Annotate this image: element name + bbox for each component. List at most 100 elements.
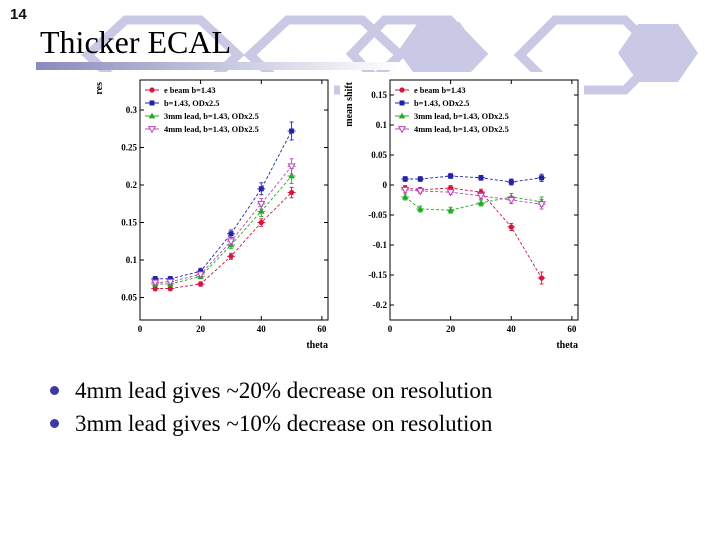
y-axis: -0.2 -0.15 -0.1 -0.05 0 0.05 0.1 0.15 mean shift	[344, 81, 578, 310]
data-point	[401, 186, 410, 195]
legend-entry: 4mm lead, b=1.43, ODx2.5	[145, 125, 259, 134]
data-point	[417, 176, 423, 182]
svg-text:-0.15: -0.15	[368, 270, 387, 280]
data-point	[508, 224, 514, 230]
svg-text:-0.1: -0.1	[373, 240, 388, 250]
data-point	[289, 189, 295, 196]
data-point	[539, 275, 545, 281]
svg-text:0.05: 0.05	[371, 150, 387, 160]
data-point	[288, 172, 295, 179]
data-point	[198, 281, 204, 287]
svg-text:20: 20	[446, 324, 456, 334]
page-number: 14	[10, 6, 27, 23]
data-point	[289, 128, 295, 134]
hexagon-outline-icon	[513, 15, 667, 95]
data-point	[152, 276, 158, 282]
legend-entry: b=1.43, ODx2.5	[145, 99, 220, 108]
chart-canvas: -0.2 -0.15 -0.1 -0.05 0 0.05 0.1 0.15 mean shift…	[340, 72, 584, 354]
data-point	[287, 163, 296, 171]
data-point	[198, 268, 204, 274]
series-4mm-lead-b-1-43-odx2-5	[151, 158, 296, 287]
svg-text:0.25: 0.25	[121, 143, 137, 153]
svg-text:0.15: 0.15	[371, 90, 387, 100]
svg-text:0.15: 0.15	[121, 218, 137, 228]
data-point	[257, 200, 266, 209]
data-point	[151, 279, 160, 287]
data-point	[228, 231, 234, 237]
svg-text:e beam b=1.43: e beam b=1.43	[164, 86, 216, 95]
bullet-item: 4mm lead gives ~20% decrease on resoluti…	[50, 374, 492, 407]
svg-text:40: 40	[257, 324, 267, 334]
bullet-text: 4mm lead gives ~20% decrease on resoluti…	[75, 377, 493, 403]
data-point	[476, 192, 486, 201]
legend-entry: 4mm lead, b=1.43, ODx2.5	[395, 125, 509, 134]
data-point	[149, 100, 155, 106]
plot-frame	[389, 79, 579, 321]
data-point	[508, 179, 514, 185]
data-point	[152, 285, 158, 292]
data-point	[416, 188, 425, 196]
x-axis-title: theta	[556, 340, 578, 351]
svg-text:20: 20	[196, 324, 206, 334]
legend-entry: e beam b=1.43	[145, 86, 216, 95]
y-axis-title: res	[94, 82, 105, 95]
data-point	[478, 175, 484, 181]
legend-entry: 3mm lead, b=1.43, ODx2.5	[395, 112, 509, 121]
y-axis: 0.05 0.1 0.15 0.2 0.25 0.3 res	[94, 82, 328, 303]
x-axis: 0 20 40 60 theta	[388, 80, 578, 351]
svg-text:0.05: 0.05	[121, 293, 137, 303]
hexagon-decorations	[81, 15, 698, 95]
data-point	[166, 278, 175, 287]
series-4mm-lead-b-1-43-odx2-5	[401, 186, 546, 210]
page-title: Thicker ECAL	[40, 24, 232, 60]
data-point	[228, 253, 234, 259]
svg-text:60: 60	[567, 324, 577, 334]
legend-entry: e beam b=1.43	[395, 86, 466, 95]
data-point	[167, 285, 173, 292]
data-point	[226, 238, 236, 246]
data-point	[417, 205, 424, 212]
svg-text:0: 0	[383, 180, 388, 190]
bullet-list: 4mm lead gives ~20% decrease on resoluti…	[50, 374, 492, 440]
data-point	[167, 276, 173, 282]
mean-shift-chart: -0.2 -0.15 -0.1 -0.05 0 0.05 0.1 0.15 mean shift…	[340, 72, 584, 354]
data-point	[539, 175, 545, 181]
bullet-item: 3mm lead gives ~10% decrease on resoluti…	[50, 407, 492, 440]
svg-text:60: 60	[317, 324, 327, 334]
hexagon-filled-icon	[618, 24, 698, 82]
data-point	[537, 201, 546, 209]
data-point	[398, 112, 406, 119]
data-point	[448, 173, 454, 179]
data-point	[148, 112, 156, 119]
data-point	[258, 186, 264, 192]
x-axis: 0 20 40 60 theta	[138, 80, 328, 351]
data-point	[147, 126, 157, 134]
data-point	[402, 176, 408, 182]
chart-legend: e beam b=1.43 b=1.43, ODx2.5 3mm lead, b=1…	[395, 86, 509, 134]
svg-text:-0.05: -0.05	[368, 210, 387, 220]
data-point	[397, 126, 407, 134]
svg-text:3mm lead, b=1.43, ODx2.5: 3mm lead, b=1.43, ODx2.5	[164, 112, 259, 121]
svg-text:0.1: 0.1	[376, 120, 388, 130]
chart-legend: e beam b=1.43 b=1.43, ODx2.5 3mm lead, b=1…	[145, 86, 259, 134]
svg-text:b=1.43, ODx2.5: b=1.43, ODx2.5	[414, 99, 470, 108]
data-point	[258, 219, 264, 226]
title-underline	[36, 62, 398, 70]
svg-text:4mm lead, b=1.43, ODx2.5: 4mm lead, b=1.43, ODx2.5	[164, 125, 259, 134]
data-point	[399, 100, 405, 106]
series-e-beam-b-1-43	[151, 186, 296, 292]
data-point	[149, 87, 155, 93]
y-axis-title: mean shift	[344, 81, 355, 126]
legend-entry: 3mm lead, b=1.43, ODx2.5	[145, 112, 259, 121]
data-point	[399, 87, 405, 93]
svg-text:e beam b=1.43: e beam b=1.43	[414, 86, 466, 95]
x-axis-title: theta	[306, 340, 328, 351]
data-point	[196, 271, 205, 279]
legend-entry: b=1.43, ODx2.5	[395, 99, 470, 108]
svg-text:0: 0	[388, 324, 393, 334]
series-b-1-43-odx2-5	[401, 173, 546, 186]
data-point	[507, 197, 516, 205]
data-point	[447, 206, 454, 213]
resolution-chart: 0.05 0.1 0.15 0.2 0.25 0.3 res 0 20 40 60 theta e be…	[90, 72, 334, 354]
